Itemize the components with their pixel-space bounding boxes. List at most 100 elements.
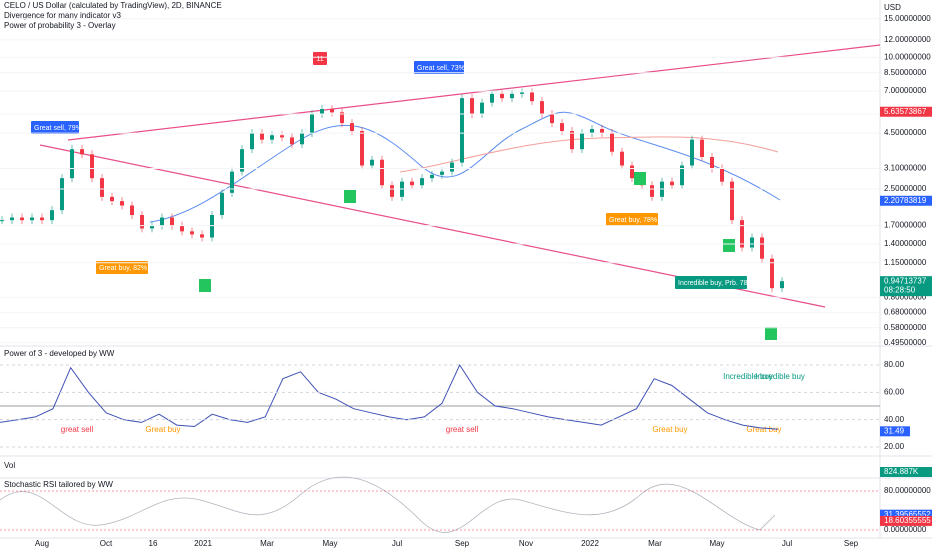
candle xyxy=(650,185,654,197)
candle xyxy=(280,135,284,138)
candle xyxy=(370,159,374,166)
candle xyxy=(780,281,784,289)
price-tick-label: 15.00000000 xyxy=(884,14,931,23)
candle xyxy=(750,237,754,248)
buy-marker xyxy=(199,279,211,292)
candle xyxy=(360,131,364,166)
candle xyxy=(80,149,84,155)
signal-label xyxy=(31,121,79,134)
trend-line xyxy=(67,44,881,141)
signal-label xyxy=(313,52,327,65)
time-tick-label: Sep xyxy=(844,539,859,548)
candle xyxy=(160,217,164,226)
candle xyxy=(680,165,684,186)
candle xyxy=(170,217,174,226)
candle xyxy=(440,171,444,175)
indicator: Power of probability 3 - Overlay xyxy=(4,21,116,30)
signal-label xyxy=(96,261,148,274)
price-tick-label: 4.50000000 xyxy=(884,128,927,137)
rsi-tick-label: 80.00000000 xyxy=(884,486,931,495)
axis-badge xyxy=(880,467,932,477)
price-tick-label: 1.15000000 xyxy=(884,258,927,267)
power-series xyxy=(0,363,779,430)
badge-text: 31.39565552 xyxy=(884,510,931,519)
candle xyxy=(250,133,254,150)
time-tick-label: May xyxy=(322,539,337,548)
candle xyxy=(190,231,194,235)
candle xyxy=(300,133,304,145)
candle xyxy=(20,217,24,221)
candle xyxy=(580,133,584,150)
signal-label xyxy=(675,276,747,289)
time-tick-label: Nov xyxy=(519,539,533,548)
candle xyxy=(120,201,124,206)
candle xyxy=(140,215,144,229)
candle xyxy=(510,93,514,99)
rsi-badge xyxy=(880,509,932,520)
badge-text: 0.94713737 xyxy=(884,276,927,285)
price-tick-label: 0.49500000 xyxy=(884,338,927,347)
power-tick-label: 80.00 xyxy=(884,360,905,369)
signal-text: Great buy xyxy=(652,425,687,434)
candle xyxy=(310,114,314,134)
signal-text: Great buy, 78% xyxy=(609,217,657,224)
rsi-line xyxy=(0,476,776,533)
candle xyxy=(10,217,14,221)
candle xyxy=(220,192,224,216)
candle xyxy=(600,128,604,134)
time-tick-label: Aug xyxy=(35,539,49,548)
candle xyxy=(150,225,154,229)
candle xyxy=(100,178,104,197)
candle xyxy=(690,139,694,166)
candle xyxy=(460,98,464,163)
time-tick-label: Sep xyxy=(455,539,470,548)
candle xyxy=(70,149,74,179)
candle xyxy=(40,217,44,221)
time-tick-label: Oct xyxy=(100,539,113,548)
symbol: CELO / US Dollar (calculated by TradingV… xyxy=(4,1,222,10)
signal-text: Great sell, 79% xyxy=(34,125,82,132)
candle xyxy=(610,133,614,152)
price-tick-label: 3.10000000 xyxy=(884,164,927,173)
time-tick-label: Mar xyxy=(260,539,274,548)
candle xyxy=(490,93,494,103)
candle xyxy=(50,210,54,221)
candle xyxy=(480,102,484,115)
signal-text: great sell xyxy=(61,425,94,434)
candle xyxy=(760,237,764,259)
buy-marker xyxy=(634,172,646,185)
candle xyxy=(470,98,474,115)
time-tick-label: 2022 xyxy=(581,539,599,548)
currency: USD xyxy=(884,3,901,12)
candle xyxy=(570,131,574,150)
buy-marker xyxy=(344,190,356,203)
signal-label xyxy=(414,61,464,74)
signal-text: Incredible buy xyxy=(723,372,773,381)
candle xyxy=(500,93,504,99)
candle xyxy=(630,165,634,179)
candle xyxy=(530,92,534,102)
candle xyxy=(340,112,344,124)
price-tick-label: 2.50000000 xyxy=(884,184,927,193)
power-line xyxy=(0,363,779,430)
candle xyxy=(620,151,624,166)
candle xyxy=(130,205,134,216)
price-badge xyxy=(880,195,932,206)
power-badge xyxy=(880,426,910,437)
price-tick-label: 12.00000000 xyxy=(884,35,931,44)
candle xyxy=(560,123,564,132)
moving-average xyxy=(399,136,779,173)
price-tick-label: 0.80000000 xyxy=(884,292,927,301)
price-tick-label: 0.58000000 xyxy=(884,323,927,332)
candle xyxy=(350,123,354,132)
time-tick-label: Mar xyxy=(648,539,662,548)
buy-marker xyxy=(765,327,777,340)
candle xyxy=(30,217,34,221)
badge-text: 5.63573867 xyxy=(884,107,927,116)
signal-text: Great buy xyxy=(746,425,781,434)
candle xyxy=(200,234,204,238)
candle xyxy=(0,220,4,222)
pane-title: Vol xyxy=(4,461,15,470)
